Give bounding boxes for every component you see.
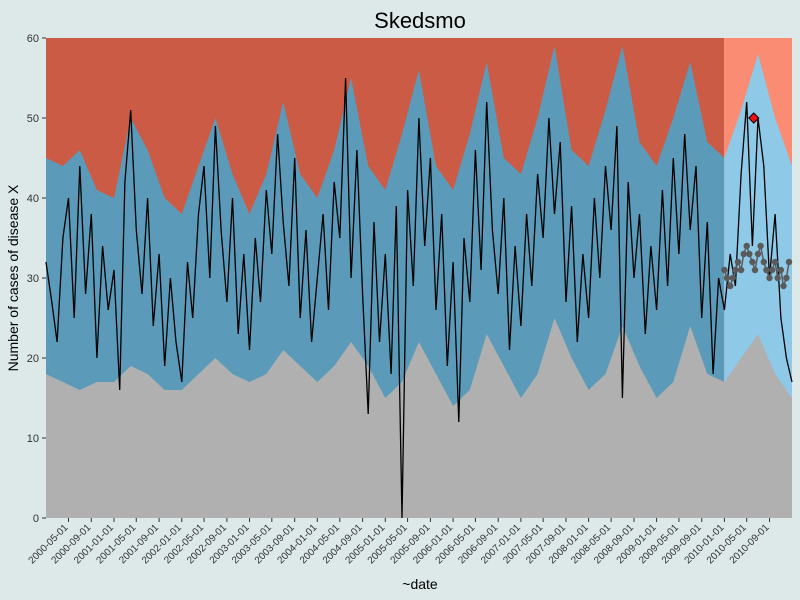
plot-area bbox=[45, 38, 793, 519]
expected-point bbox=[785, 258, 793, 266]
expected-point bbox=[749, 258, 756, 266]
threshold-bands bbox=[46, 38, 792, 518]
lower-band-current bbox=[724, 334, 792, 518]
y-axis-title: Number of cases of disease X bbox=[5, 184, 21, 371]
x-axis-title: ~date bbox=[402, 576, 438, 592]
x-axis: 2000-05-012000-09-012001-01-012001-05-01… bbox=[27, 518, 772, 566]
expected-point bbox=[721, 266, 728, 274]
y-tick-label: 50 bbox=[27, 113, 39, 125]
expected-point bbox=[737, 266, 745, 274]
y-tick-label: 10 bbox=[27, 433, 39, 445]
expected-point bbox=[723, 274, 731, 282]
expected-point bbox=[757, 242, 764, 250]
expected-point bbox=[766, 274, 773, 282]
y-tick-label: 60 bbox=[27, 33, 39, 45]
expected-point bbox=[760, 258, 767, 266]
expected-point bbox=[734, 258, 742, 266]
y-tick-label: 20 bbox=[27, 353, 39, 365]
expected-point bbox=[740, 250, 747, 258]
expected-point bbox=[751, 266, 759, 274]
y-tick-label: 0 bbox=[33, 513, 39, 525]
expected-series bbox=[721, 242, 793, 290]
expected-point bbox=[780, 282, 787, 290]
expected-point bbox=[783, 274, 790, 282]
bands-baseline bbox=[46, 38, 725, 518]
expected-point bbox=[771, 258, 779, 266]
alert-markers bbox=[748, 112, 760, 124]
expected-point bbox=[768, 266, 776, 274]
observed-line bbox=[45, 77, 793, 519]
expected-point bbox=[754, 250, 762, 258]
expected-point bbox=[763, 266, 770, 274]
expected-point bbox=[732, 266, 739, 274]
expected-point bbox=[746, 250, 753, 258]
lower-band-baseline bbox=[46, 318, 725, 518]
chart-title: Skedsmo bbox=[374, 8, 466, 33]
y-axis: 0 10 20 30 40 50 60 bbox=[27, 33, 46, 525]
expected-point bbox=[743, 242, 750, 250]
expected-point bbox=[777, 266, 785, 274]
observed-series bbox=[45, 77, 793, 519]
y-tick-label: 30 bbox=[27, 273, 39, 285]
expected-point bbox=[774, 274, 781, 282]
expected-point bbox=[727, 282, 734, 290]
alert-marker bbox=[748, 112, 760, 124]
expected-point bbox=[729, 274, 736, 282]
y-tick-label: 40 bbox=[27, 193, 39, 205]
